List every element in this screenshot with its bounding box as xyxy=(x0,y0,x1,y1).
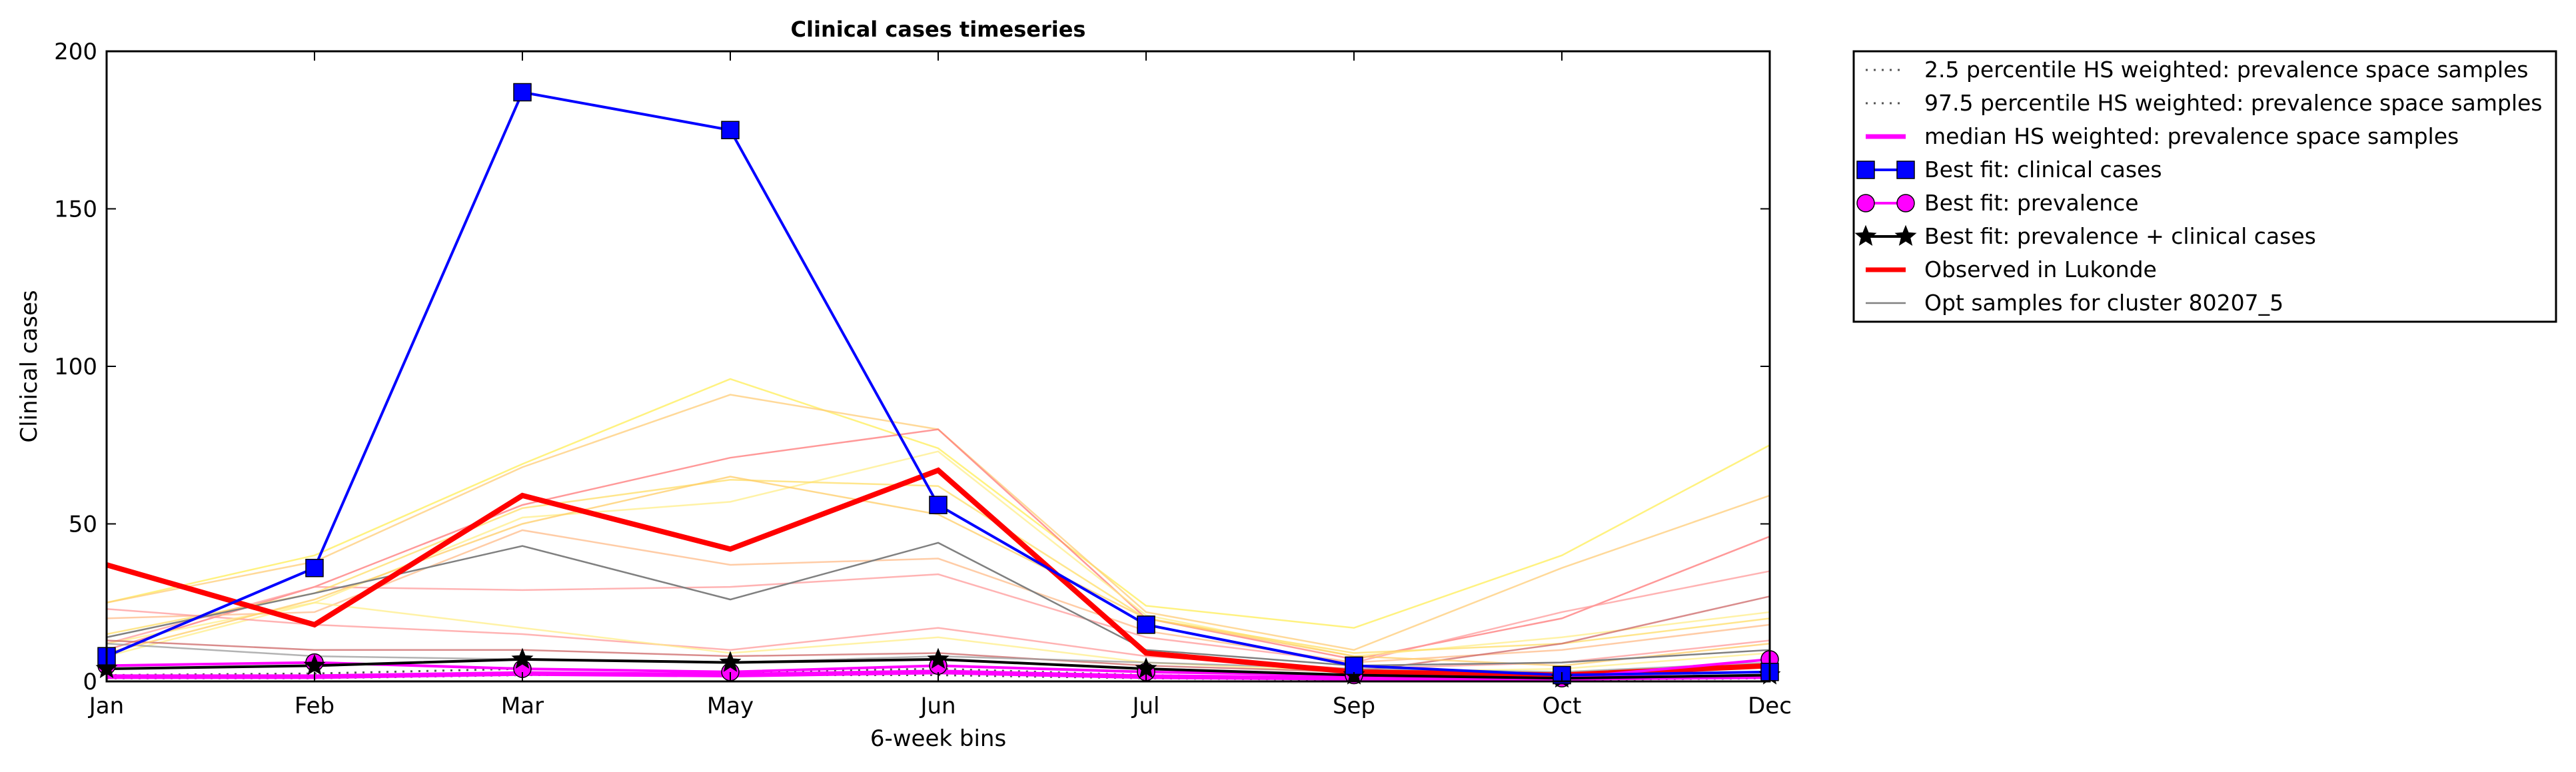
y-tick-label-1: 50 xyxy=(69,512,97,538)
series-5-point-4 xyxy=(927,647,950,669)
sample-line-0 xyxy=(106,378,1770,629)
legend-marker-b-4 xyxy=(1896,194,1915,212)
legend-label-3: Best fit: clinical cases xyxy=(1924,157,2162,183)
series-3-point-3 xyxy=(721,121,740,139)
x-ticks: Jan Feb Mar May Jun Jul Sep Oct Dec xyxy=(88,51,1792,719)
legend-label-5: Best fit: prevalence + clinical cases xyxy=(1924,223,2316,249)
x-tick-label-7: Oct xyxy=(1543,693,1582,719)
series-3-point-2 xyxy=(513,83,532,102)
sample-line-5 xyxy=(106,479,1770,654)
legend-label-4: Best fit: prevalence xyxy=(1924,190,2139,216)
legend-label-7: Opt samples for cluster 80207_5 xyxy=(1924,290,2283,316)
legend-label-2: median HS weighted: prevalence space sam… xyxy=(1924,123,2459,149)
sample-line-8 xyxy=(106,601,1770,673)
legend-label-1: 97.5 percentile HS weighted: prevalence … xyxy=(1924,90,2543,116)
x-axis-title: 6-week bins xyxy=(870,725,1006,752)
y-axis-title: Clinical cases xyxy=(16,290,43,442)
legend-marker-b-5 xyxy=(1894,224,1917,246)
x-tick-label-2: Mar xyxy=(501,693,544,719)
y-tick-label-2: 100 xyxy=(54,354,97,380)
legend: 2.5 percentile HS weighted: prevalence s… xyxy=(1852,50,2557,323)
y-tick-label-3: 150 xyxy=(54,196,97,223)
legend-label-0: 2.5 percentile HS weighted: prevalence s… xyxy=(1924,57,2529,83)
sample-line-6 xyxy=(106,529,1770,663)
sample-line-3 xyxy=(106,570,1770,663)
x-tick-label-8: Dec xyxy=(1748,693,1792,719)
legend-box xyxy=(1852,50,2557,323)
series-3-point-1 xyxy=(305,558,324,578)
sample-line-4 xyxy=(106,450,1770,657)
plot-markers xyxy=(95,83,1781,688)
legend-items: 2.5 percentile HS weighted: prevalence s… xyxy=(1854,57,2543,316)
series-5-point-3 xyxy=(719,651,742,672)
series-3-point-5 xyxy=(1137,615,1155,634)
series-line-6 xyxy=(105,467,1770,678)
sample-line-11 xyxy=(106,476,1770,667)
series-3-point-4 xyxy=(929,496,948,514)
y-tick-label-4: 200 xyxy=(54,39,97,65)
legend-label-6: Observed in Lukonde xyxy=(1924,256,2157,282)
series-3-point-6 xyxy=(1345,656,1363,675)
series-line-7 xyxy=(106,542,1770,667)
series-5-point-2 xyxy=(511,647,534,669)
x-tick-label-6: Sep xyxy=(1333,693,1375,719)
sample-line-7 xyxy=(106,607,1770,670)
x-tick-label-5: Jul xyxy=(1131,693,1159,719)
sample-line-2 xyxy=(106,428,1770,661)
legend-marker-a-4 xyxy=(1856,194,1875,212)
chart-title: Clinical cases timeseries xyxy=(791,17,1086,42)
legend-marker-a-3 xyxy=(1856,161,1875,179)
x-tick-label-3: May xyxy=(707,693,754,719)
x-tick-label-4: Jun xyxy=(919,693,956,719)
x-tick-label-0: Jan xyxy=(88,693,124,719)
legend-marker-a-5 xyxy=(1854,224,1877,246)
legend-marker-b-3 xyxy=(1896,161,1915,179)
y-ticks: 0 50 100 150 200 xyxy=(54,39,1770,695)
plot-lines xyxy=(105,91,1770,681)
y-tick-label-0: 0 xyxy=(83,669,97,695)
series-5-point-1 xyxy=(303,654,326,675)
sample-line-1 xyxy=(106,394,1770,651)
x-tick-label-1: Feb xyxy=(295,693,334,719)
